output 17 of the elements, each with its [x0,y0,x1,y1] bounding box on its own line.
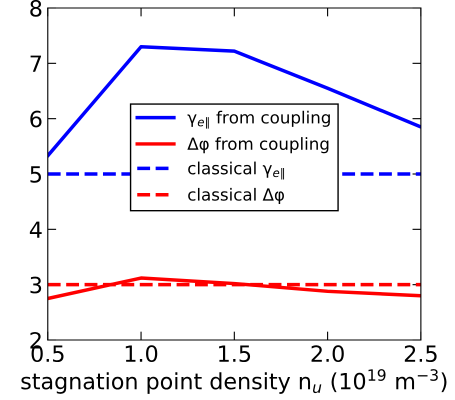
x-tick-label: 1.0 [126,345,158,362]
y-tick-label: 8 [30,0,42,17]
legend-label: Δφ from coupling [187,137,328,154]
x-tick-label: 1.5 [219,346,250,362]
y-tick-label: 5 [30,166,41,183]
ref-line-label: classical γ$_{e∥}$ [188,162,284,180]
x-tick-label: 2.0 [312,345,344,362]
legend-label: classical Δφ [188,188,284,204]
legend-label: γ$_{e∥}$ from coupling [188,110,330,129]
line-series [48,45,421,158]
y-tick-label: 3 [30,276,42,294]
y-tick-label: 6 [30,110,42,128]
y-tick-label: 4 [30,222,42,238]
y-tick-label: 7 [30,56,42,72]
x-axis-title: stagnation point density n$_{u}$ (10$^{19}$ m$^{−3}$) [21,369,446,394]
x-tick-label: 2.5 [404,345,437,362]
line-series [48,276,421,300]
